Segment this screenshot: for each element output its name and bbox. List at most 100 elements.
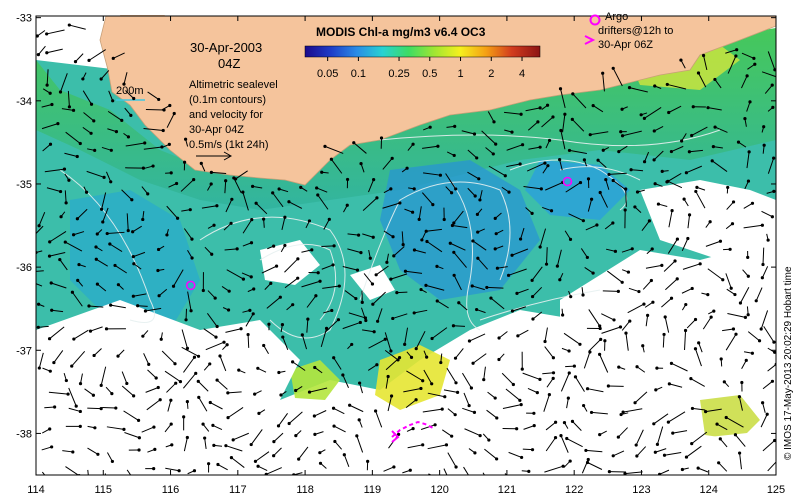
velocity-arrow-head <box>137 448 141 452</box>
velocity-arrow <box>324 145 344 154</box>
velocity-arrow-head <box>58 189 63 194</box>
velocity-arrow-head <box>532 424 536 428</box>
velocity-arrow <box>65 131 81 144</box>
velocity-arrow-head <box>683 328 688 333</box>
velocity-arrow <box>320 328 328 348</box>
velocity-arrow-head <box>585 387 590 391</box>
velocity-arrow <box>404 327 409 345</box>
velocity-arrow-head <box>283 215 287 219</box>
velocity-arrow-head <box>184 137 188 141</box>
velocity-arrow-head <box>738 301 743 305</box>
velocity-arrow-head <box>114 129 119 134</box>
velocity-arrow <box>142 165 154 170</box>
velocity-arrow-head <box>570 117 574 122</box>
velocity-arrow <box>133 251 146 258</box>
velocity-arrow-head <box>493 396 497 400</box>
velocity-arrow-head <box>296 257 300 261</box>
velocity-arrow-head <box>663 315 667 319</box>
velocity-arrow-head <box>392 465 396 469</box>
velocity-arrow-head <box>421 379 425 383</box>
velocity-arrow-head <box>332 356 336 360</box>
velocity-arrow-head <box>690 133 694 138</box>
velocity-arrow <box>427 392 445 398</box>
altimetry-line-4: 30-Apr 04Z <box>189 124 244 136</box>
velocity-arrow <box>278 412 288 427</box>
velocity-arrow <box>463 466 470 475</box>
velocity-arrow-head <box>420 238 424 242</box>
velocity-arrow-head <box>738 451 742 455</box>
velocity-arrow-head <box>185 346 190 350</box>
velocity-arrow-head <box>635 454 639 458</box>
velocity-arrow <box>235 170 248 180</box>
velocity-arrow-head <box>687 213 692 217</box>
velocity-arrow <box>426 228 442 232</box>
velocity-arrow-head <box>607 172 611 177</box>
velocity-arrow-head <box>277 187 281 191</box>
isobath-label: 200m <box>116 85 144 97</box>
velocity-arrow-head <box>571 92 575 96</box>
velocity-arrow-head <box>746 179 751 183</box>
velocity-arrow-head <box>559 433 563 438</box>
velocity-arrow-head <box>105 231 109 236</box>
velocity-arrow-head <box>58 90 63 94</box>
velocity-arrow-head <box>759 327 763 331</box>
lon-tick-label: 121 <box>498 484 516 496</box>
velocity-arrow <box>571 119 585 132</box>
velocity-arrow <box>143 353 150 365</box>
velocity-arrow <box>288 201 303 209</box>
velocity-arrow-head <box>748 100 752 104</box>
velocity-arrow <box>743 202 753 209</box>
velocity-arrow <box>714 79 722 89</box>
velocity-arrow-head <box>225 343 229 347</box>
velocity-arrow-head <box>530 211 534 215</box>
velocity-arrow <box>625 188 627 207</box>
velocity-arrow-head <box>627 86 632 90</box>
velocity-arrow <box>288 411 303 424</box>
velocity-arrow-head <box>675 237 680 241</box>
velocity-arrow-head <box>201 422 205 426</box>
velocity-arrow-head <box>487 438 491 442</box>
velocity-arrow-head <box>680 139 684 143</box>
velocity-arrow-head <box>694 189 698 194</box>
velocity-arrow <box>690 378 705 387</box>
velocity-arrow-head <box>667 110 671 115</box>
velocity-arrow-head <box>109 148 113 152</box>
velocity-arrow-head <box>598 324 602 328</box>
velocity-arrow-head <box>633 205 637 209</box>
velocity-arrow-head <box>569 295 573 299</box>
velocity-arrow-head <box>551 371 556 375</box>
velocity-arrow <box>741 52 755 59</box>
velocity-arrow-head <box>53 405 57 409</box>
velocity-arrow <box>544 465 564 473</box>
velocity-arrow-head <box>584 448 588 453</box>
velocity-arrow-head <box>331 406 336 410</box>
velocity-arrow-head <box>185 435 189 440</box>
velocity-arrow-head <box>424 229 428 233</box>
velocity-arrow <box>121 385 134 397</box>
velocity-arrow <box>585 224 598 231</box>
velocity-arrow-head <box>364 318 368 323</box>
lon-tick-label: 114 <box>27 484 45 496</box>
velocity-arrow-head <box>503 174 507 178</box>
velocity-arrow-head <box>360 300 364 304</box>
velocity-arrow <box>284 277 299 289</box>
velocity-arrow-head <box>359 251 363 255</box>
colorbar-ticks: 0.05 0.1 0.25 0.5 1 2 4 <box>317 57 525 80</box>
velocity-arrow <box>309 387 328 393</box>
velocity-arrow <box>46 29 65 35</box>
velocity-arrow-head <box>368 256 372 260</box>
velocity-arrow-head <box>401 243 405 247</box>
velocity-arrow <box>362 197 378 211</box>
velocity-arrow-head <box>66 392 70 396</box>
velocity-arrow-head <box>515 291 519 296</box>
velocity-arrow <box>505 388 521 401</box>
velocity-arrow <box>592 105 604 113</box>
velocity-arrow <box>233 177 242 194</box>
velocity-arrow-head <box>667 382 671 386</box>
velocity-arrow-head <box>250 218 254 222</box>
velocity-arrow-head <box>706 106 710 110</box>
velocity-arrow <box>716 423 728 431</box>
velocity-arrow <box>282 336 289 350</box>
velocity-arrow-head <box>653 182 657 186</box>
velocity-arrow-head <box>359 161 363 166</box>
